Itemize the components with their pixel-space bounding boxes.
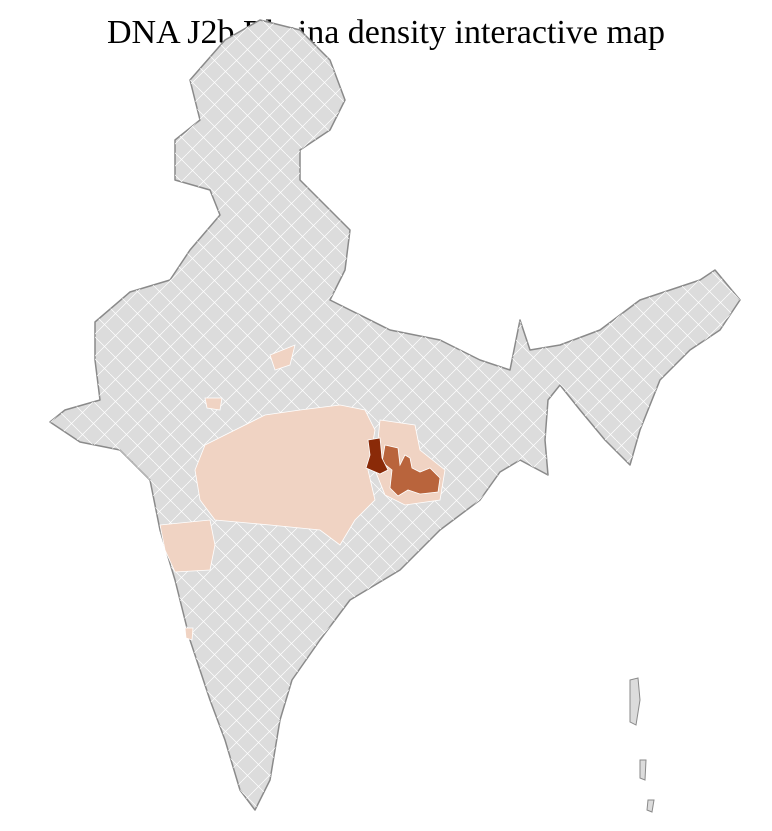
region-low-north[interactable] <box>269 344 296 371</box>
andaman-islands[interactable] <box>629 677 655 813</box>
country-outline <box>49 19 741 813</box>
region-medium[interactable] <box>381 444 441 497</box>
region-high[interactable] <box>365 437 389 475</box>
region-low-maharashtra[interactable] <box>159 519 216 573</box>
region-low-central[interactable] <box>194 404 376 546</box>
region-low-west[interactable] <box>204 397 223 411</box>
region-low-goa[interactable] <box>184 627 194 641</box>
density-regions <box>159 344 446 641</box>
map-title: DNA J2b Bhaina density interactive map <box>106 14 666 51</box>
district-lines <box>50 20 740 810</box>
